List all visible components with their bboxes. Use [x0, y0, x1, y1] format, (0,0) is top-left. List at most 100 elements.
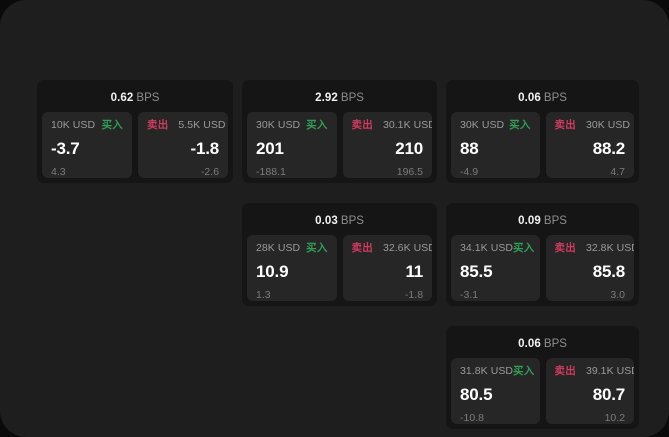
buy-quantity-label: 31.8K USD — [460, 365, 514, 377]
card-body: 28K USD 买入 10.9 1.3 卖出 32.6K USD 11 -1.8 — [247, 235, 433, 301]
sell-delta-value: -2.6 — [200, 165, 220, 178]
buy-side-tag: 买入 — [306, 242, 328, 254]
sell-quantity-label: 30K USD — [585, 119, 631, 131]
panel-top-row: 卖出 5.5K USD — [147, 119, 225, 131]
bps-unit-label: BPS — [543, 338, 567, 350]
card-body: 31.8K USD 买入 80.5 -10.8 卖出 39.1K USD 80.7 10.2 — [451, 358, 635, 424]
buy-price-value: 85.5 — [460, 261, 493, 281]
sell-panel[interactable]: 卖出 32.8K USD 85.8 3.0 — [545, 235, 635, 301]
spread-column-1: 0.62 BPS 10K USD 买入 -3.7 4.3 卖出 5.5K USD -1.8 -2.… — [37, 80, 234, 183]
sell-panel[interactable]: 卖出 30.1K USD 210 196.5 — [342, 112, 433, 178]
card-body: 30K USD 买入 88 -4.9 卖出 30K USD 88.2 4.7 — [451, 112, 635, 178]
buy-side-tag: 买入 — [509, 119, 531, 131]
buy-quantity-label: 30K USD — [256, 119, 301, 131]
sell-quantity-label: 39.1K USD — [585, 365, 635, 377]
buy-delta-value: 4.3 — [51, 165, 66, 178]
sell-panel[interactable]: 卖出 5.5K USD -1.8 -2.6 — [138, 112, 229, 178]
card-header: 0.06 BPS — [451, 86, 634, 112]
buy-delta-value: -3.1 — [460, 288, 479, 301]
sell-side-tag: 卖出 — [554, 119, 576, 131]
card-body: 10K USD 买入 -3.7 4.3 卖出 5.5K USD -1.8 -2.6 — [42, 112, 229, 178]
sell-quantity-label: 30.1K USD — [382, 119, 433, 131]
bps-value: 2.92 — [315, 92, 338, 104]
buy-quantity-label: 28K USD — [256, 242, 301, 254]
panel-top-row: 30K USD 买入 — [460, 120, 531, 131]
buy-panel[interactable]: 30K USD 买入 88 -4.9 — [451, 112, 540, 178]
bps-unit-label: BPS — [340, 215, 364, 227]
sell-delta-value: 4.7 — [610, 165, 626, 178]
card-header: 0.09 BPS — [451, 209, 634, 235]
buy-panel[interactable]: 28K USD 买入 10.9 1.3 — [247, 235, 337, 301]
sell-panel[interactable]: 卖出 32.6K USD 11 -1.8 — [342, 235, 433, 301]
buy-price-value: 88 — [460, 138, 479, 158]
spread-card[interactable]: 0.06 BPS 31.8K USD 买入 80.5 -10.8 卖出 39.1K USD 80… — [446, 326, 640, 429]
bps-unit-label: BPS — [340, 92, 364, 104]
panel-top-row: 28K USD 买入 — [256, 243, 328, 254]
sell-side-tag: 卖出 — [351, 242, 373, 254]
sell-price-value: 85.8 — [592, 261, 626, 281]
buy-panel[interactable]: 30K USD 买入 201 -188.1 — [247, 112, 337, 178]
spread-card[interactable]: 0.62 BPS 10K USD 买入 -3.7 4.3 卖出 5.5K USD -1.8 -2.… — [37, 80, 234, 183]
buy-side-tag: 买入 — [101, 119, 124, 131]
buy-side-tag: 买入 — [513, 242, 535, 254]
sell-delta-value: 3.0 — [610, 288, 626, 301]
sell-side-tag: 卖出 — [147, 119, 169, 131]
card-body: 30K USD 买入 201 -188.1 卖出 30.1K USD 210 196.5 — [247, 112, 433, 178]
panel-top-row: 卖出 30.1K USD — [351, 119, 433, 131]
buy-panel[interactable]: 34.1K USD 买入 85.5 -3.1 — [451, 235, 540, 301]
sell-panel[interactable]: 卖出 30K USD 88.2 4.7 — [545, 112, 635, 178]
sell-price-value: 210 — [395, 138, 424, 158]
spread-card[interactable]: 0.03 BPS 28K USD 买入 10.9 1.3 卖出 32.6K USD 11 -1.8 — [242, 203, 438, 306]
sell-quantity-label: 5.5K USD — [178, 119, 226, 131]
panel-top-row: 34.1K USD 买入 — [460, 242, 535, 254]
buy-panel[interactable]: 31.8K USD 买入 80.5 -10.8 — [451, 358, 540, 424]
sell-quantity-label: 32.8K USD — [585, 242, 635, 254]
bps-value: 0.62 — [110, 92, 134, 104]
bps-unit-label: BPS — [543, 215, 567, 227]
card-header: 2.92 BPS — [247, 86, 432, 112]
sell-price-value: -1.8 — [190, 138, 220, 158]
spread-card[interactable]: 2.92 BPS 30K USD 买入 201 -188.1 卖出 30.1K USD 210 1… — [242, 80, 438, 183]
panel-top-row: 卖出 39.1K USD — [554, 365, 635, 377]
sell-delta-value: 196.5 — [396, 165, 424, 178]
buy-quantity-label: 30K USD — [460, 119, 505, 131]
card-header: 0.03 BPS — [247, 209, 432, 235]
spread-card[interactable]: 0.06 BPS 30K USD 买入 88 -4.9 卖出 30K USD 88.2 4.7 — [446, 80, 640, 183]
sell-quantity-label: 32.6K USD — [382, 242, 433, 254]
buy-price-value: 10.9 — [256, 261, 289, 281]
buy-delta-value: -4.9 — [460, 165, 479, 178]
sell-price-value: 11 — [405, 261, 424, 281]
spread-card[interactable]: 0.09 BPS 34.1K USD 买入 85.5 -3.1 卖出 32.8K USD 85.… — [446, 203, 640, 306]
buy-delta-value: 1.3 — [256, 288, 271, 301]
spread-card-grid: 0.62 BPS 10K USD 买入 -3.7 4.3 卖出 5.5K USD -1.8 -2.… — [37, 80, 640, 429]
sell-side-tag: 卖出 — [351, 119, 373, 131]
bps-unit-label: BPS — [543, 92, 567, 104]
buy-side-tag: 买入 — [306, 119, 328, 131]
sell-side-tag: 卖出 — [554, 365, 576, 377]
card-body: 34.1K USD 买入 85.5 -3.1 卖出 32.8K USD 85.8 3.0 — [451, 235, 635, 301]
buy-price-value: 80.5 — [460, 384, 493, 404]
spread-column-3: 0.06 BPS 30K USD 买入 88 -4.9 卖出 30K USD 88.2 4.7 0.… — [446, 80, 640, 429]
buy-quantity-label: 34.1K USD — [460, 242, 514, 254]
sell-side-tag: 卖出 — [554, 242, 576, 254]
panel-top-row: 卖出 32.6K USD — [351, 242, 433, 254]
panel-top-row: 30K USD 买入 — [256, 120, 328, 131]
bps-value: 0.03 — [315, 215, 338, 227]
spread-column-2: 2.92 BPS 30K USD 买入 201 -188.1 卖出 30.1K USD 210 1… — [242, 80, 438, 306]
panel-top-row: 31.8K USD 买入 — [460, 365, 534, 377]
sell-delta-value: -1.8 — [404, 288, 424, 301]
bps-unit-label: BPS — [136, 92, 160, 104]
sell-price-value: 80.7 — [592, 384, 626, 404]
card-header: 0.06 BPS — [451, 332, 634, 358]
bps-value: 0.09 — [518, 215, 541, 227]
card-header: 0.62 BPS — [42, 86, 228, 112]
buy-panel[interactable]: 10K USD 买入 -3.7 4.3 — [42, 112, 133, 178]
panel-top-row: 卖出 32.8K USD — [554, 242, 635, 254]
sell-panel[interactable]: 卖出 39.1K USD 80.7 10.2 — [545, 358, 635, 424]
bps-value: 0.06 — [518, 338, 541, 350]
buy-quantity-label: 10K USD — [51, 119, 96, 131]
panel-top-row: 卖出 30K USD — [554, 119, 630, 131]
buy-price-value: -3.7 — [51, 138, 80, 158]
panel-top-row: 10K USD 买入 — [51, 120, 123, 131]
